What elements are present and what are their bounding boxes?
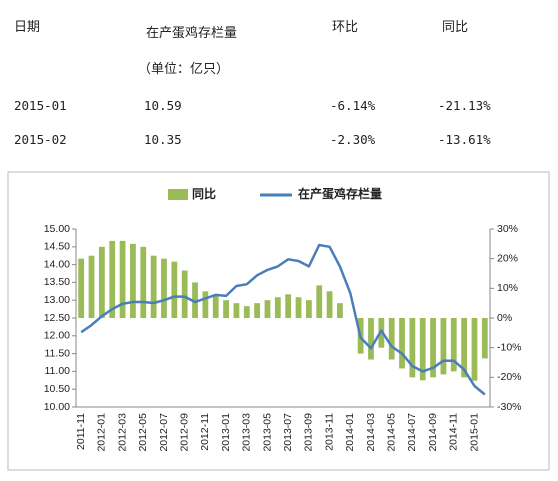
x-tick-label: 2014-07 — [406, 413, 418, 452]
bar — [461, 318, 468, 378]
bar — [119, 240, 126, 318]
x-tick-label: 2013-05 — [261, 413, 273, 452]
y-tick-label: 10.00 — [44, 401, 70, 413]
x-tick-label: 2012-07 — [158, 413, 170, 452]
y2-tick-label: 20% — [497, 252, 518, 264]
bar — [181, 270, 188, 318]
x-tick-label: 2012-03 — [116, 413, 128, 452]
bar — [450, 318, 457, 372]
x-tick-label: 2012-05 — [137, 413, 149, 452]
bar — [130, 243, 136, 318]
bar — [161, 258, 167, 318]
bar — [399, 318, 405, 369]
y-tick-label: 11.00 — [45, 365, 71, 377]
bar — [337, 303, 343, 318]
y-tick-label: 13.50 — [44, 276, 70, 288]
header-mom: 环比 — [332, 20, 359, 35]
x-tick-label: 2012-09 — [178, 413, 190, 452]
bar — [223, 300, 229, 318]
y-tick-label: 15.00 — [44, 223, 70, 235]
x-tick-label: 2015-01 — [468, 413, 480, 452]
bar — [274, 297, 281, 318]
legend-swatch — [168, 189, 188, 200]
header-stock: 在产蛋鸡存栏量 — [146, 26, 238, 41]
y-tick-label: 10.50 — [44, 383, 70, 395]
y-tick-label: 11.50 — [45, 347, 71, 359]
bar — [78, 258, 85, 318]
x-tick-label: 2013-11 — [323, 413, 335, 451]
bar — [368, 318, 374, 360]
bar — [295, 297, 302, 318]
y-tick-label: 13.00 — [44, 294, 70, 306]
bar — [192, 282, 198, 318]
y2-tick-label: -10% — [497, 341, 522, 353]
bar — [388, 318, 395, 360]
x-tick-label: 2013-03 — [241, 413, 253, 452]
x-tick-label: 2012-01 — [96, 413, 108, 452]
legend-label: 在产蛋鸡存栏量 — [298, 186, 382, 201]
bar — [171, 261, 178, 318]
bar — [202, 291, 209, 318]
bar — [440, 318, 447, 375]
bar — [419, 318, 426, 381]
x-tick-label: 2014-05 — [385, 413, 397, 452]
cell: 2015-02 — [14, 132, 67, 147]
x-tick-label: 2012-11 — [199, 413, 211, 451]
cell: 10.59 — [144, 98, 182, 113]
y-tick-label: 14.50 — [44, 241, 70, 253]
bar — [140, 246, 147, 318]
chart-frame — [7, 171, 550, 471]
x-tick-label: 2013-01 — [220, 413, 232, 452]
line — [80, 243, 486, 396]
bar — [430, 318, 436, 378]
cell: -13.61% — [438, 132, 491, 147]
bar — [88, 255, 95, 318]
cell: -6.14% — [330, 98, 376, 113]
y2-tick-label: -20% — [497, 371, 522, 383]
bar — [316, 285, 323, 318]
bar — [326, 291, 333, 318]
bar — [109, 240, 116, 318]
bar — [305, 300, 312, 318]
bar — [481, 318, 488, 359]
cell: 2015-01 — [14, 98, 67, 113]
header-date: 日期 — [14, 20, 41, 35]
bar — [285, 294, 292, 318]
bar — [264, 300, 271, 318]
x-tick-label: 2014-09 — [427, 413, 439, 452]
bar — [233, 303, 240, 318]
x-tick-label: 2014-11 — [448, 413, 460, 451]
x-tick-label: 2013-07 — [282, 413, 294, 452]
bar — [471, 318, 478, 381]
bar — [150, 255, 157, 318]
bar — [243, 306, 250, 318]
bar — [98, 246, 105, 318]
y-tick-label: 12.50 — [44, 312, 70, 324]
bar — [212, 294, 219, 318]
y2-tick-label: 30% — [497, 223, 518, 235]
x-tick-label: 2014-01 — [344, 413, 356, 452]
x-tick-label: 2013-09 — [303, 413, 315, 452]
header-unit: （单位：亿只） — [138, 62, 230, 77]
bar — [254, 303, 261, 318]
cell: -21.13% — [438, 98, 491, 113]
cell: 10.35 — [144, 132, 182, 147]
cell: -2.30% — [330, 132, 376, 147]
y2-tick-label: 10% — [497, 282, 518, 294]
y-tick-label: 14.00 — [44, 258, 70, 270]
bar — [409, 318, 416, 378]
y2-tick-label: -30% — [497, 401, 522, 413]
x-tick-label: 2011-11 — [75, 413, 87, 450]
y-tick-label: 12.00 — [44, 330, 70, 342]
header-yoy: 同比 — [442, 20, 469, 35]
legend-label: 同比 — [192, 186, 216, 201]
y2-tick-label: 0% — [497, 312, 512, 324]
x-tick-label: 2014-03 — [365, 413, 377, 452]
